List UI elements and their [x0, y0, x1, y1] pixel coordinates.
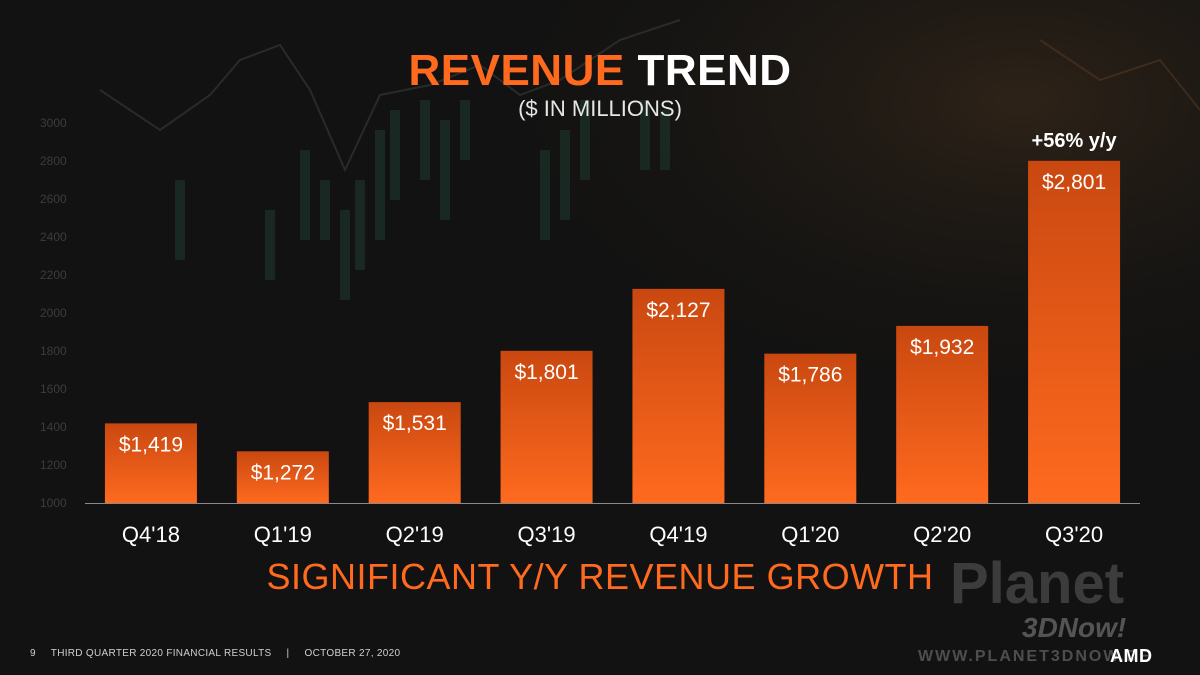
- y-tick-label: 2000: [40, 306, 67, 320]
- bar: [1028, 160, 1121, 503]
- data-label: $1,272: [251, 461, 315, 484]
- page-number: 9: [30, 648, 36, 659]
- bar: [236, 451, 329, 503]
- y-tick-label: 2200: [40, 268, 67, 282]
- growth-annotation: +56% y/y: [1032, 130, 1118, 152]
- x-tick-label: Q3'19: [518, 522, 576, 547]
- bar: [500, 350, 593, 503]
- data-label: $1,932: [910, 336, 974, 359]
- watermark-sub: 3DNow!: [1022, 612, 1127, 643]
- y-tick-label: 2600: [40, 192, 67, 206]
- y-tick-label: 2800: [40, 154, 67, 168]
- x-tick-label: Q3'20: [1045, 522, 1103, 547]
- x-tick-label: Q4'18: [122, 522, 180, 547]
- x-tick-label: Q4'19: [649, 522, 707, 547]
- footer-separator: |: [286, 648, 290, 659]
- y-tick-label: 1000: [40, 496, 67, 510]
- bar: [896, 325, 989, 503]
- x-tick-label: Q2'19: [386, 522, 444, 547]
- x-tick-label: Q1'20: [781, 522, 839, 547]
- amd-logo: AMD: [1110, 646, 1153, 666]
- chart-subtitle: ($ IN MILLIONS): [518, 96, 682, 121]
- bar: [368, 402, 461, 503]
- footer-doc-title: THIRD QUARTER 2020 FINANCIAL RESULTS: [50, 648, 272, 659]
- data-label: $1,786: [778, 364, 842, 387]
- y-tick-label: 1600: [40, 382, 67, 396]
- x-tick-label: Q2'20: [913, 522, 971, 547]
- footer-date: OCTOBER 27, 2020: [304, 648, 401, 659]
- watermark-name: Planet: [950, 551, 1125, 616]
- data-label: $2,127: [646, 299, 710, 322]
- y-tick-label: 1400: [40, 420, 67, 434]
- chart-title: REVENUE TREND: [0, 46, 1200, 96]
- data-label: $2,801: [1042, 171, 1106, 194]
- bar: [632, 288, 725, 503]
- growth-headline: SIGNIFICANT Y/Y REVENUE GROWTH: [266, 556, 934, 597]
- x-tick-label: Q1'19: [254, 522, 312, 547]
- title-rest: TREND: [637, 46, 792, 95]
- data-label: $1,801: [514, 361, 578, 384]
- y-tick-label: 1800: [40, 344, 67, 358]
- y-tick-label: 2400: [40, 230, 67, 244]
- y-tick-label: 1200: [40, 458, 67, 472]
- data-label: $1,419: [119, 433, 183, 456]
- footer: 9 THIRD QUARTER 2020 FINANCIAL RESULTS |…: [30, 648, 412, 659]
- data-label: $1,531: [383, 412, 447, 435]
- y-tick-label: 3000: [40, 116, 67, 130]
- watermark-url: WWW.PLANET3DNOW.DE: [918, 648, 1153, 665]
- title-highlight: REVENUE: [408, 46, 625, 95]
- bar: [104, 423, 197, 503]
- bar: [764, 353, 857, 503]
